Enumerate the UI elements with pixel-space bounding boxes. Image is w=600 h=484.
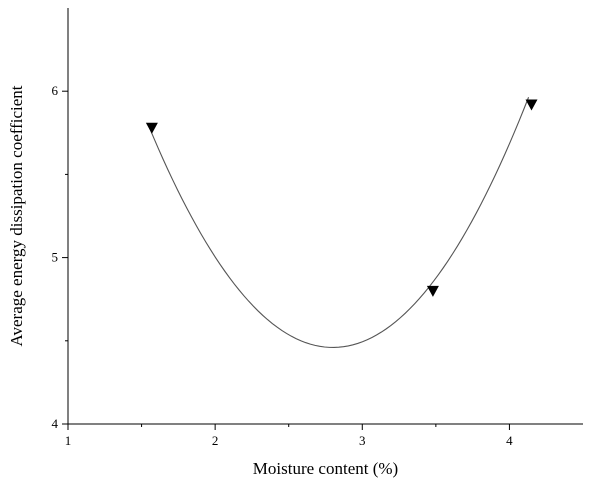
x-axis-ticks: 1 2 3 4 <box>65 424 513 448</box>
y-axis-title: Average energy dissipation coefficient <box>7 85 26 346</box>
x-tick-label: 3 <box>359 433 366 448</box>
data-markers <box>145 99 538 297</box>
data-point <box>145 122 158 134</box>
fit-curve <box>148 97 530 349</box>
x-tick-label: 1 <box>65 433 72 448</box>
x-tick-label: 4 <box>506 433 513 448</box>
y-axis-ticks: 4 5 6 <box>52 83 68 431</box>
y-tick-label: 5 <box>52 250 59 265</box>
y-tick-label: 6 <box>52 83 59 98</box>
data-point <box>426 285 439 297</box>
y-tick-label: 4 <box>52 416 59 431</box>
data-point <box>525 99 538 111</box>
x-axis-title: Moisture content (%) <box>253 459 398 478</box>
x-tick-label: 2 <box>212 433 219 448</box>
plot-area: 1 2 3 4 4 5 6 <box>52 8 583 448</box>
